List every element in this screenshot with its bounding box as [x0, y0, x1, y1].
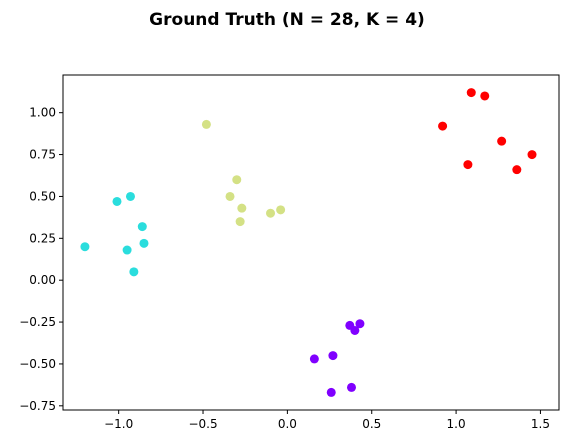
y-tick-label: 0.25 [29, 231, 56, 245]
data-point [80, 242, 90, 252]
data-point [232, 175, 242, 185]
y-axis: −0.75 −0.50 −0.25 0.00 0.25 0.50 0.75 1.00 [19, 106, 63, 413]
x-tick-label: 1.0 [447, 417, 466, 431]
data-point [326, 387, 336, 397]
data-point [350, 325, 360, 335]
y-tick-label: −0.25 [19, 315, 56, 329]
data-point [235, 217, 245, 227]
x-tick-label: 0.5 [362, 417, 381, 431]
data-point [122, 245, 132, 255]
x-tick-label: 1.5 [531, 417, 550, 431]
x-tick-label: −1.0 [104, 417, 133, 431]
data-point [201, 119, 211, 129]
data-point [266, 208, 276, 218]
data-point [125, 191, 135, 201]
y-tick-label: 0.75 [29, 148, 56, 162]
data-point [463, 160, 473, 170]
data-point [237, 203, 247, 213]
data-point [309, 354, 319, 364]
data-point [112, 196, 122, 206]
chart-title: Ground Truth (N = 28, K = 4) [149, 10, 425, 30]
y-tick-label: −0.50 [19, 357, 56, 371]
y-tick-label: −0.75 [19, 399, 56, 413]
data-point [466, 88, 476, 98]
y-tick-label: 0.00 [29, 273, 56, 287]
cluster-3 [80, 191, 149, 277]
data-point [527, 150, 537, 160]
x-axis: −1.0 −0.5 0.0 0.5 1.0 1.5 [104, 410, 550, 431]
data-point [225, 191, 235, 201]
cluster-4 [309, 319, 365, 397]
data-point [137, 222, 147, 232]
data-point [129, 267, 139, 277]
data-point [328, 351, 338, 361]
data-point [276, 205, 286, 215]
data-point [346, 382, 356, 392]
plot-frame [62, 74, 560, 411]
data-points [80, 88, 537, 397]
data-point [355, 319, 365, 329]
x-tick-label: 0.0 [278, 417, 297, 431]
cluster-2 [201, 119, 286, 227]
y-tick-label: 0.50 [29, 189, 56, 203]
cluster-1 [438, 88, 537, 175]
x-tick-label: −0.5 [188, 417, 217, 431]
data-point [480, 91, 490, 101]
data-point [139, 238, 149, 248]
y-tick-label: 1.00 [29, 106, 56, 120]
data-point [438, 121, 448, 131]
data-point [497, 136, 507, 146]
data-point [512, 165, 522, 175]
